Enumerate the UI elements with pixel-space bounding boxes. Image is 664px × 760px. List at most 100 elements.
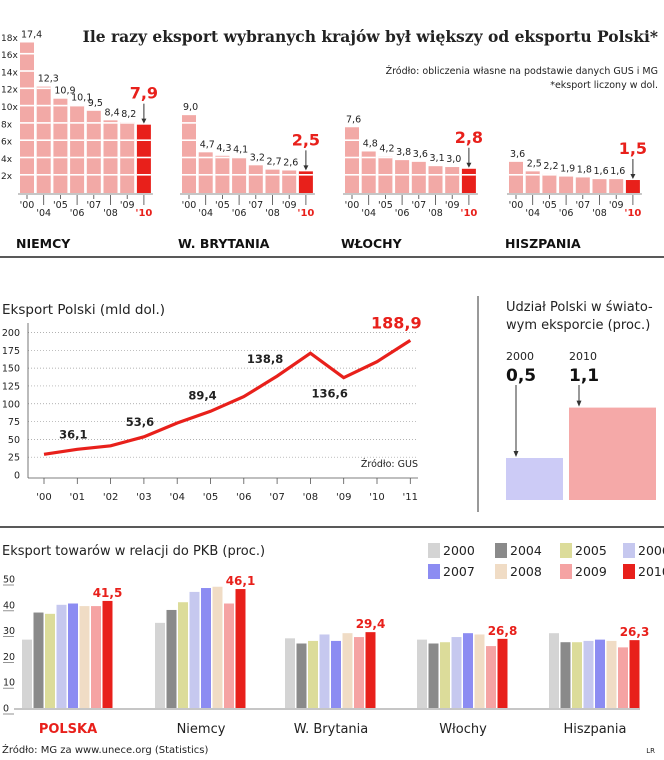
- ratio-bar: [20, 42, 34, 193]
- group-bar: [583, 640, 594, 708]
- bar-segment-gap: [232, 156, 247, 159]
- group-bar: [572, 642, 582, 708]
- group-bar: [155, 622, 165, 708]
- group-bar: [629, 640, 640, 708]
- x-tick-label: '04: [198, 208, 213, 219]
- line-x-tick-label: '00: [36, 492, 51, 503]
- x-tick-label: '04: [525, 208, 540, 219]
- legend-label: 2004: [510, 543, 542, 558]
- ratio-bar: [198, 152, 213, 193]
- x-tick-label: '09: [120, 200, 135, 211]
- share-value-label: 1,1: [569, 366, 599, 386]
- ratio-value-label: 10,1: [71, 93, 92, 104]
- x-tick-label: '06: [395, 208, 410, 219]
- bar-segment-gap: [70, 122, 85, 124]
- bar-segment-gap: [378, 174, 393, 176]
- bar-segment-gap: [345, 174, 359, 176]
- top-y-tick-label: 8x: [1, 120, 13, 130]
- group-bar: [178, 602, 188, 708]
- bar-segment-gap: [198, 156, 213, 159]
- line-y-tick-label: 125: [2, 381, 20, 392]
- top-source: Źródło: obliczenia własne na podstawie d…: [386, 65, 658, 77]
- country-bar-group: 46,1 Niemcy: [155, 574, 255, 737]
- ratio-value-label: 4,8: [363, 138, 378, 149]
- grouped-chart-title: Eksport towarów w relacji do PKB (proc.): [2, 544, 265, 559]
- x-tick-label: '08: [592, 208, 607, 219]
- bar-segment-gap: [182, 156, 196, 159]
- line-x-tick-label: '05: [203, 492, 218, 503]
- bar-segment-gap: [20, 104, 34, 107]
- ratio-value-label: 3,8: [396, 147, 411, 158]
- callout-arrow: [303, 165, 309, 171]
- grouped-chart-legend: 2000 2004 2005 2006 2007 2008 2009 2010: [428, 543, 664, 579]
- ratio-value-label: 2,7: [267, 157, 282, 168]
- bar-segment-gap: [395, 174, 410, 176]
- ratio-value-label: 7,6: [346, 114, 361, 125]
- share-title-line-2: wym eksporcie (proc.): [506, 318, 650, 333]
- ratio-bar: [70, 105, 85, 193]
- ratio-value-label: 8,2: [121, 109, 136, 120]
- legend-swatch: [495, 543, 507, 558]
- ratio-value-label: 9,0: [183, 102, 198, 113]
- ratio-value-label: 3,6: [510, 149, 525, 160]
- ratio-bar: [575, 177, 590, 193]
- x-tick-label: '06: [70, 208, 85, 219]
- country-panel: 3,6 '00 2,5 '04 2,2 '05 1,9 '06 1,8 '07 1,6 '08 1,6 '…: [505, 139, 647, 251]
- bar-segment-gap: [461, 174, 476, 176]
- line-x-tick-label: '07: [269, 492, 284, 503]
- bar-segment-gap: [136, 156, 151, 159]
- bar-segment-gap: [103, 122, 118, 124]
- share-callout-arrow: [513, 451, 519, 457]
- ratio-bar: [592, 179, 607, 193]
- ratio-bar: [525, 171, 540, 193]
- bar-segment-gap: [53, 122, 68, 124]
- bar-segment-gap: [361, 156, 376, 159]
- bar-segment-gap: [20, 139, 34, 141]
- country-bar-group: 26,3 Hiszpania: [549, 625, 649, 737]
- group-bar: [212, 586, 223, 708]
- x-tick-label: '00: [509, 200, 524, 211]
- panel-country-name: NIEMCY: [16, 236, 71, 251]
- group-bar: [33, 612, 44, 708]
- bar-segment-gap: [215, 174, 230, 176]
- ratio-bar: [53, 98, 68, 193]
- legend-label: 2008: [510, 564, 542, 579]
- bar-segment-gap: [182, 139, 196, 141]
- ratio-value-label: 8,4: [105, 107, 120, 118]
- grouped-bar-chart: 0 10 20 30 40 50 41,5 POLSKA 46,1 Niemcy 29,4 W. Br…: [3, 574, 649, 737]
- bar-segment-gap: [248, 174, 263, 176]
- group-bar: [235, 589, 246, 708]
- ratio-bar: [298, 171, 313, 193]
- group-category-label: Niemcy: [177, 722, 226, 737]
- bar-segment-gap: [542, 174, 557, 176]
- x-tick-label: '07: [411, 200, 426, 211]
- callout-arrow: [630, 174, 636, 180]
- group-y-tick-label: 30: [3, 626, 15, 637]
- group-value-label: 46,1: [226, 574, 256, 588]
- group-bar: [417, 639, 427, 708]
- bar-segment-gap: [232, 174, 247, 176]
- legend-label: 2010: [638, 564, 664, 579]
- bottom-source: Źródło: MG za www.unece.org (Statistics): [2, 743, 208, 756]
- top-y-tick-label: 16x: [1, 51, 18, 61]
- line-point-label: 36,1: [59, 427, 87, 441]
- line-y-tick-label: 200: [2, 328, 20, 339]
- share-year-label: 2000: [506, 350, 534, 363]
- bar-segment-gap: [20, 174, 34, 176]
- group-bar: [451, 637, 462, 708]
- group-bar: [440, 642, 450, 708]
- group-bar: [68, 603, 78, 708]
- group-value-label: 41,5: [93, 586, 123, 600]
- group-bar: [428, 643, 439, 708]
- bar-segment-gap: [36, 104, 51, 107]
- group-bar: [285, 638, 295, 708]
- bar-segment-gap: [120, 156, 135, 159]
- legend-swatch: [495, 564, 507, 579]
- line-x-tick-label: '09: [336, 492, 351, 503]
- top-y-axis: 2x 4x 6x 8x 10x 12x 14x 16x 18x: [1, 34, 18, 182]
- legend-label: 2005: [575, 543, 607, 558]
- legend-swatch: [428, 543, 440, 558]
- bar-segment-gap: [86, 174, 101, 176]
- legend-swatch: [623, 543, 635, 558]
